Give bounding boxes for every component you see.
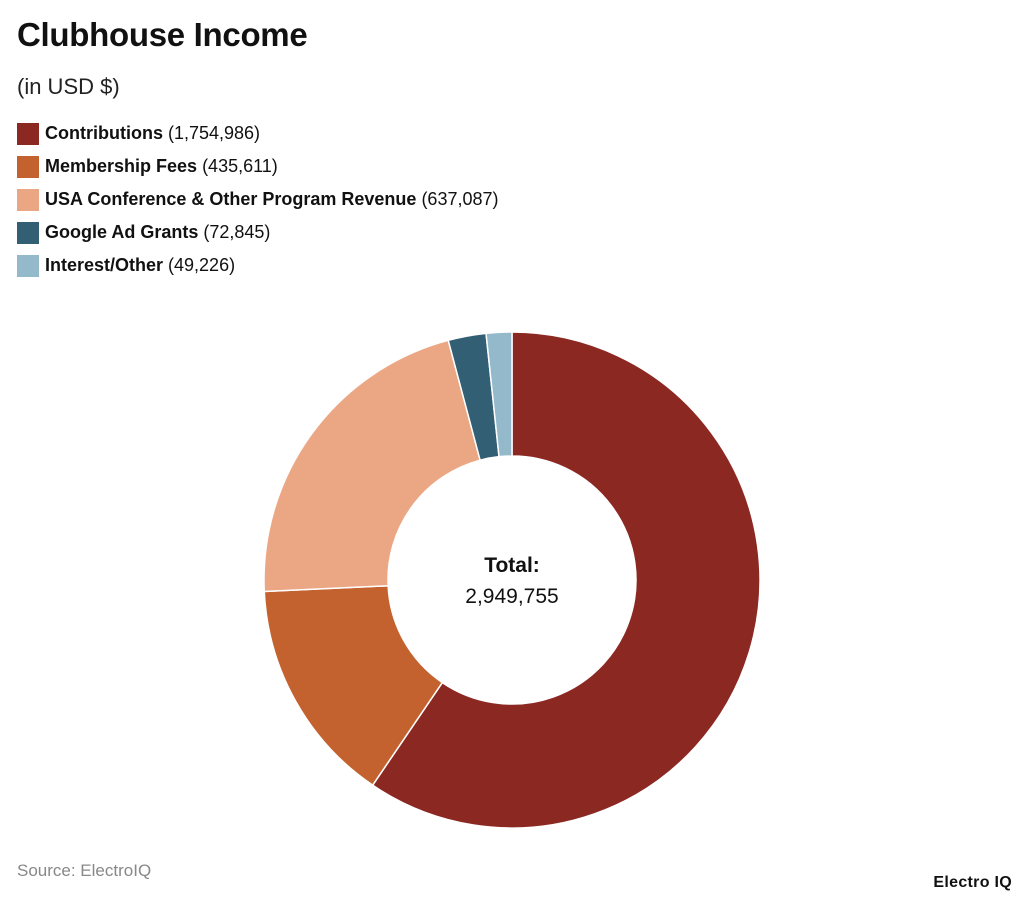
donut-slices <box>263 331 761 829</box>
slice-usa-conference-other-program-revenue <box>263 339 482 593</box>
brand-logo: Electro IQ <box>933 874 1012 891</box>
legend-item-interest-other: Interest/Other (49,226) <box>17 249 499 282</box>
legend-swatch <box>17 155 39 178</box>
legend-swatch <box>17 188 39 211</box>
legend-value: (72,845) <box>203 222 271 242</box>
legend-label: Google Ad Grants <box>45 222 199 242</box>
legend-item-usa-conference: USA Conference & Other Program Revenue (… <box>17 183 499 216</box>
legend-swatch <box>17 221 39 244</box>
total-label: Total: <box>484 554 540 577</box>
total-value: 2,949,755 <box>465 585 558 608</box>
legend-swatch <box>17 254 39 277</box>
legend-value: (637,087) <box>421 189 499 209</box>
legend-label: Contributions <box>45 123 163 143</box>
legend-item-contributions: Contributions (1,754,986) <box>17 117 499 150</box>
legend-label: Interest/Other <box>45 255 164 275</box>
slice-interest-other <box>485 331 513 458</box>
legend-value: (1,754,986) <box>167 123 261 143</box>
slice-contributions <box>371 331 761 829</box>
source-note: Source: ElectroIQ <box>17 861 152 880</box>
chart-legend: Contributions (1,754,986) Membership Fee… <box>17 117 499 282</box>
slice-membership-fees <box>263 584 444 787</box>
legend-value: (49,226) <box>168 255 236 275</box>
legend-item-membership-fees: Membership Fees (435,611) <box>17 150 499 183</box>
legend-label: Membership Fees <box>45 156 198 176</box>
legend-swatch <box>17 122 39 145</box>
chart-subtitle: (in USD $) <box>17 74 120 99</box>
legend-label: USA Conference & Other Program Revenue <box>45 189 417 209</box>
legend-item-google-ad-grants: Google Ad Grants (72,845) <box>17 216 499 249</box>
legend-value: (435,611) <box>202 156 278 176</box>
chart-title: Clubhouse Income <box>17 16 308 53</box>
